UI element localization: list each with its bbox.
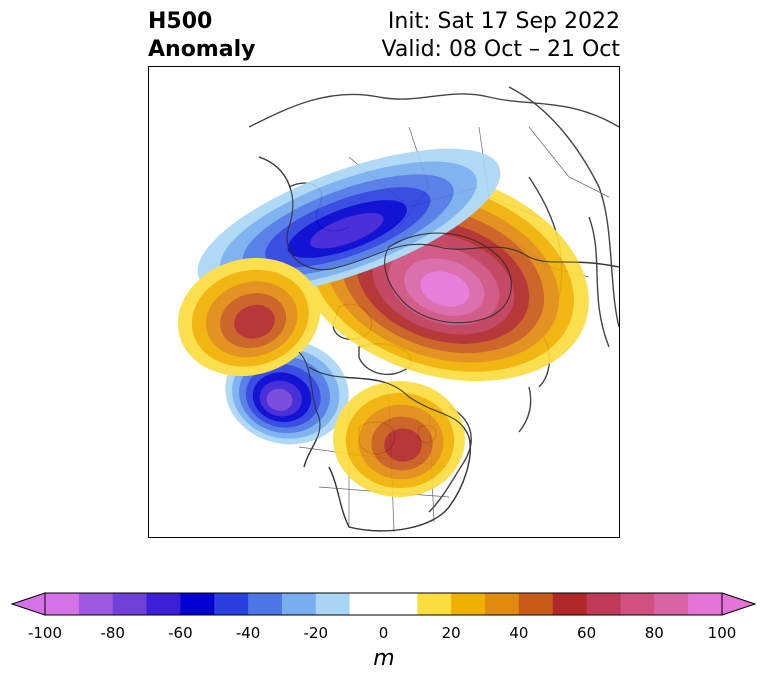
- anomaly-map: [177, 86, 619, 533]
- coastlines-overlay: [258, 156, 619, 532]
- colorbar-cell: [518, 593, 554, 615]
- valid-label: Valid: 08 Oct – 21 Oct: [381, 37, 620, 62]
- colorbar: [0, 585, 768, 680]
- colorbar-cell: [248, 593, 283, 615]
- colorbar-tick-label: -100: [27, 624, 63, 642]
- colorbar-cell: [586, 593, 621, 615]
- contour-band: [384, 428, 422, 462]
- colorbar-unit: m: [373, 646, 395, 671]
- colorbar-cell: [315, 593, 351, 615]
- colorbar-cell: [552, 593, 588, 615]
- colorbar-cell: [485, 593, 520, 615]
- colorbar-tick-label: -60: [168, 624, 193, 642]
- colorbar-cell: [383, 593, 418, 615]
- colorbar-tick-label: 20: [441, 624, 461, 642]
- colorbar-bar: [10, 592, 757, 616]
- colorbar-cell: [281, 593, 317, 615]
- contour-band: [234, 304, 275, 339]
- colorbar-tick-label: 40: [509, 624, 529, 642]
- colorbar-cell: [45, 593, 80, 615]
- colorbar-tick-label: 0: [378, 624, 389, 642]
- anomaly-trough-siberia: [197, 148, 501, 296]
- colorbar-extend-high: [721, 592, 757, 616]
- colorbar-cell: [349, 593, 384, 615]
- colorbar-cell: [620, 593, 655, 615]
- colorbar-cell: [180, 593, 215, 615]
- anomaly-contours: [177, 148, 589, 497]
- colorbar-tick-label: -40: [235, 624, 261, 642]
- colorbar-extend-low: [10, 592, 46, 616]
- chart-title-right: Init: Sat 17 Sep 2022 Valid: 08 Oct – 21…: [382, 8, 620, 64]
- colorbar-tick-label: -80: [100, 624, 125, 642]
- chart-title-left: H500 Anomaly: [148, 8, 255, 64]
- contour-band: [420, 271, 470, 307]
- colorbar-tick-label: 100: [707, 624, 737, 642]
- colorbar-tick-label: 60: [577, 624, 597, 642]
- colorbar-cell: [112, 593, 148, 615]
- colorbar-cell: [146, 593, 181, 615]
- colorbar-cell: [417, 593, 452, 615]
- map-panel: [148, 66, 620, 538]
- contour-band: [266, 388, 293, 411]
- colorbar-cell: [688, 593, 723, 615]
- colorbar-cell: [451, 593, 486, 615]
- contour-band: [310, 212, 384, 249]
- colorbar-cell: [214, 593, 249, 615]
- type-label: Anomaly: [148, 37, 256, 62]
- init-label: Init: Sat 17 Sep 2022: [387, 9, 620, 34]
- field-label: H500: [148, 9, 213, 34]
- colorbar-tick-label: -20: [303, 624, 329, 642]
- colorbar-cell: [78, 593, 114, 615]
- colorbar-tick-label: 80: [644, 624, 664, 642]
- colorbar-cell: [654, 593, 689, 615]
- anomaly-ridge-eastern-north-america: [333, 381, 465, 497]
- anomaly-ridge-bering: [177, 257, 321, 377]
